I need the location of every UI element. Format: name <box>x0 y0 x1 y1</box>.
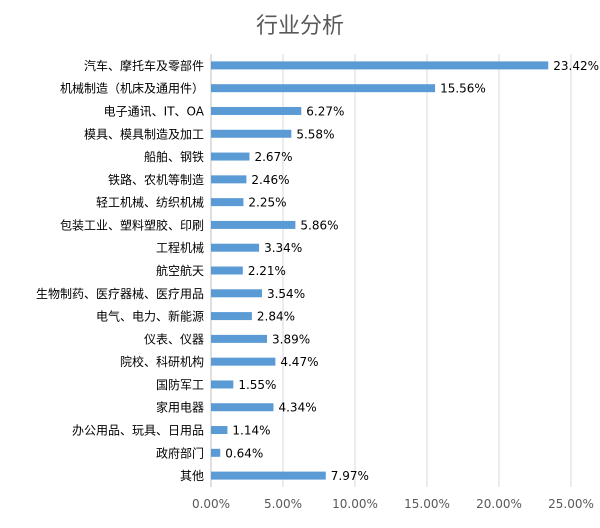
category-label: 汽车、摩托车及零部件 <box>84 58 204 73</box>
data-label: 3.34% <box>264 241 302 255</box>
chart-title: 行业分析 <box>255 14 344 39</box>
category-label: 仪表、仪器 <box>144 332 204 346</box>
data-label: 3.89% <box>272 332 310 346</box>
bar <box>211 175 247 184</box>
data-label: 2.67% <box>254 150 292 164</box>
bar <box>211 106 302 115</box>
data-label: 1.14% <box>232 424 270 438</box>
data-label: 2.46% <box>251 173 289 187</box>
bar <box>211 448 221 457</box>
data-label: 1.55% <box>238 378 276 392</box>
category-label: 国防军工 <box>156 377 204 392</box>
data-label: 3.54% <box>267 287 305 301</box>
category-label: 政府部门 <box>156 445 204 460</box>
x-tick-label: 5.00% <box>264 497 302 511</box>
bar <box>211 152 250 161</box>
gridlines <box>210 54 572 487</box>
bar <box>211 220 296 229</box>
category-label: 电子通讯、IT、OA <box>104 104 205 118</box>
bar <box>211 357 276 366</box>
x-tick-label: 20.00% <box>476 497 522 511</box>
data-label: 2.25% <box>248 196 286 210</box>
data-label: 2.21% <box>248 264 286 278</box>
category-label: 工程机械 <box>156 240 204 255</box>
bar <box>211 84 436 93</box>
category-label: 院校、科研机构 <box>120 354 204 369</box>
data-label: 4.34% <box>278 401 316 415</box>
bar <box>211 403 274 412</box>
category-label: 生物制药、医疗器械、医疗用品 <box>36 286 204 301</box>
category-label: 船舶、钢铁 <box>144 149 204 164</box>
category-label: 电气、电力、新能源 <box>96 309 204 324</box>
category-label: 航空航天 <box>156 263 204 278</box>
bar <box>211 289 262 298</box>
data-label: 5.86% <box>300 218 338 232</box>
bar <box>211 380 234 389</box>
x-tick-label: 25.00% <box>548 497 594 511</box>
category-label: 机械制造（机床及通用件） <box>60 81 204 96</box>
data-label: 23.42% <box>553 59 599 73</box>
data-label: 6.27% <box>306 104 344 118</box>
data-label: 5.58% <box>296 127 334 141</box>
category-label: 轻工机械、纺织机械 <box>96 195 204 210</box>
data-label: 0.64% <box>225 446 263 460</box>
bar <box>211 426 228 435</box>
category-label: 模具、模具制造及加工 <box>84 127 204 141</box>
x-tick-label: 10.00% <box>332 497 378 511</box>
data-label: 15.56% <box>440 82 486 96</box>
bar <box>211 61 549 70</box>
data-label: 2.84% <box>257 310 295 324</box>
bar <box>211 312 252 321</box>
category-label: 家用电器 <box>156 400 204 415</box>
bar <box>211 198 244 207</box>
data-label: 4.47% <box>280 355 318 369</box>
bar <box>211 266 243 275</box>
bar <box>211 243 260 252</box>
bars <box>211 61 549 480</box>
category-label: 包装工业、塑料塑胶、印刷 <box>60 217 204 232</box>
bar <box>211 129 292 138</box>
x-tick-label: 15.00% <box>404 497 450 511</box>
x-tick-label: 0.00% <box>192 497 230 511</box>
data-labels: 23.42% 15.56% 6.27% 5.58% 2.67% 2.46% 2.25% 5.8… <box>225 59 599 483</box>
bar <box>211 334 268 343</box>
bar <box>211 471 326 480</box>
category-label: 办公用品、玩具、日用品 <box>72 423 204 438</box>
category-label: 铁路、农机等制造 <box>108 172 204 187</box>
category-label: 其他 <box>180 469 204 483</box>
data-label: 7.97% <box>331 469 369 483</box>
x-tick-labels: 0.00% 5.00% 10.00% 15.00% 20.00% 25.00% <box>192 497 594 511</box>
